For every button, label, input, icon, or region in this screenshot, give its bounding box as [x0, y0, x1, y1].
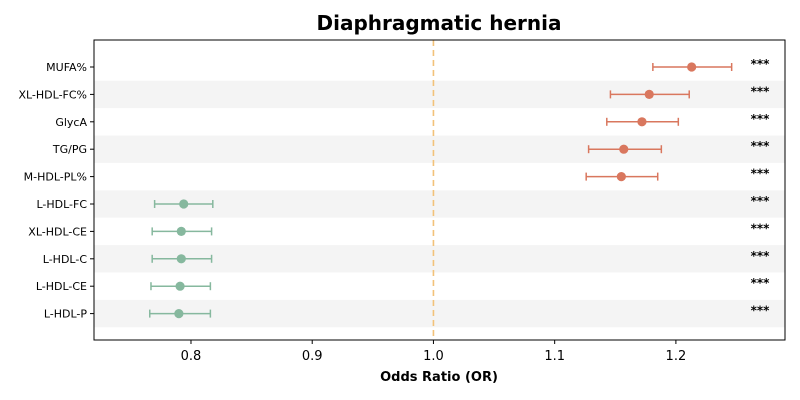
chart-title: Diaphragmatic hernia	[316, 11, 561, 35]
forest-row: L-HDL-C ***	[43, 249, 770, 266]
or-point	[176, 254, 186, 264]
forest-row: M-HDL-PL% ***	[24, 167, 770, 184]
row-label: M-HDL-PL%	[24, 171, 87, 184]
or-point	[179, 199, 189, 209]
or-point	[619, 144, 629, 154]
forest-row: TG/PG ***	[52, 139, 770, 156]
forest-row: L-HDL-FC ***	[36, 194, 770, 211]
forest-row: XL-HDL-FC% ***	[18, 84, 770, 101]
x-tick-label: 1.1	[544, 349, 565, 364]
x-axis-label: Odds Ratio (OR)	[380, 370, 498, 385]
data-rows: MUFA% ***XL-HDL-FC% ***GlycA ***TG/PG ***M-H…	[18, 57, 770, 321]
or-point	[644, 89, 654, 99]
significance-label: ***	[751, 167, 771, 181]
significance-label: ***	[751, 249, 771, 263]
or-point	[175, 281, 185, 291]
or-point	[174, 309, 184, 319]
row-label: MUFA%	[46, 61, 87, 74]
or-point	[637, 117, 647, 127]
forest-row: XL-HDL-CE ***	[28, 221, 770, 238]
row-label: GlycA	[55, 116, 87, 129]
significance-label: ***	[751, 194, 771, 208]
significance-label: ***	[751, 112, 771, 126]
row-label: L-HDL-FC	[36, 198, 87, 211]
forest-row: L-HDL-CE ***	[36, 276, 770, 293]
significance-label: ***	[751, 84, 771, 98]
x-tick-label: 1.0	[423, 349, 444, 364]
or-point	[176, 226, 186, 236]
x-tick-label: 1.2	[666, 349, 687, 364]
forest-row: GlycA ***	[55, 112, 770, 129]
x-axis: 0.8 0.9 1.0 1.1 1.2	[181, 340, 687, 364]
or-point	[687, 62, 697, 72]
x-tick-label: 0.9	[302, 349, 323, 364]
row-label: L-HDL-C	[43, 253, 88, 266]
row-stripe	[94, 135, 785, 163]
significance-label: ***	[751, 276, 771, 290]
row-label: XL-HDL-CE	[28, 225, 87, 238]
significance-label: ***	[751, 57, 771, 71]
x-tick-label: 0.8	[181, 349, 202, 364]
row-label: XL-HDL-FC%	[18, 88, 87, 101]
significance-label: ***	[751, 304, 771, 318]
row-label: L-HDL-CE	[36, 280, 87, 293]
plot-frame	[93, 39, 786, 341]
row-label: L-HDL-P	[44, 308, 88, 321]
or-point	[616, 172, 626, 182]
forest-row: MUFA% ***	[46, 57, 770, 74]
significance-label: ***	[751, 221, 771, 235]
row-label: TG/PG	[52, 143, 87, 156]
significance-label: ***	[751, 139, 771, 153]
forest-row: L-HDL-P ***	[44, 304, 770, 321]
